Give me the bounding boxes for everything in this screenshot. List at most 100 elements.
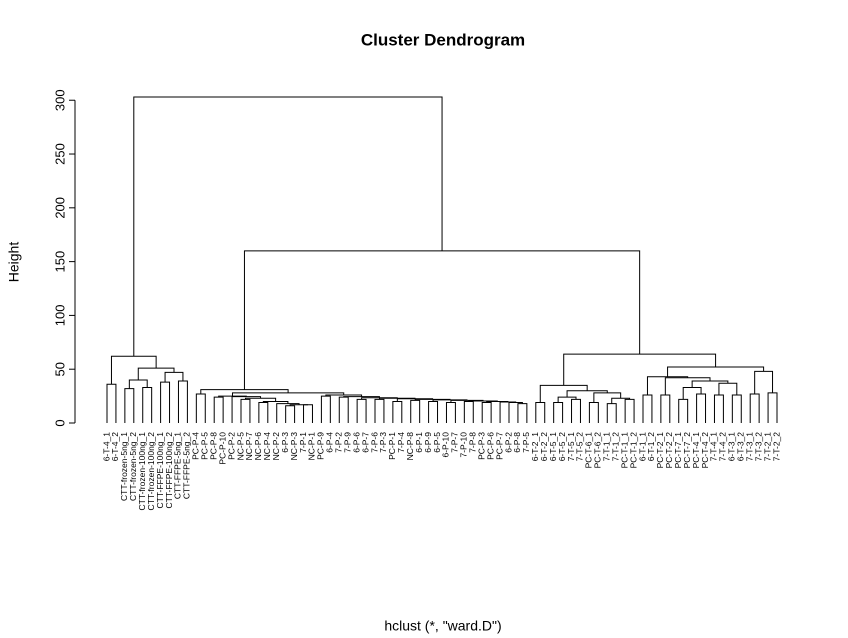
leaf-label: 7-T-4_2 bbox=[718, 432, 728, 462]
leaf-label: 7-P-1 bbox=[298, 432, 308, 453]
merge bbox=[508, 402, 523, 423]
merge bbox=[289, 404, 308, 406]
leaf-label: PC-P-10 bbox=[217, 432, 227, 465]
leaf-label: CTT-FFPE-100ng_2 bbox=[164, 432, 174, 509]
leaf-label: 6-T-4_1 bbox=[101, 432, 111, 462]
leaf-label: NC-P-8 bbox=[405, 432, 415, 461]
merge bbox=[320, 395, 331, 423]
leaf-label: 6-P-7 bbox=[360, 432, 370, 453]
y-tick-label: 100 bbox=[52, 305, 67, 327]
merge bbox=[106, 383, 117, 423]
leaf-label: PC-P-4 bbox=[191, 432, 201, 460]
merge bbox=[553, 402, 564, 423]
leaf-label: NC-P-3 bbox=[289, 432, 299, 461]
chart-title: Cluster Dendrogram bbox=[361, 30, 525, 49]
leaf-label: 6-T-4_2 bbox=[110, 432, 120, 462]
merge bbox=[767, 392, 778, 423]
merge bbox=[588, 402, 599, 423]
leaf-label: PC-P-6 bbox=[485, 432, 495, 460]
merge bbox=[481, 402, 492, 423]
leaf-label: 6-P-9 bbox=[423, 432, 433, 453]
merge bbox=[563, 353, 717, 386]
leaf-label: 6-T-2_1 bbox=[530, 432, 540, 462]
leaf-label: CTT-FFPE-5ng_2 bbox=[182, 432, 192, 499]
y-axis-label: Height bbox=[6, 242, 22, 283]
merge bbox=[142, 386, 153, 423]
leaf-label: PC-P-5 bbox=[200, 432, 210, 460]
merge bbox=[177, 380, 188, 423]
merge bbox=[749, 393, 760, 423]
leaf-label: 6-P-2 bbox=[503, 432, 513, 453]
merge bbox=[664, 377, 711, 396]
y-tick-label: 50 bbox=[52, 362, 67, 376]
merge bbox=[682, 386, 702, 400]
y-tick-label: 150 bbox=[52, 251, 67, 273]
leaf-label: 7-P-4 bbox=[396, 432, 406, 453]
leaf-label: CTT-FFPE-5ng_1 bbox=[173, 432, 183, 499]
leaf-label: 6-T-5_1 bbox=[548, 432, 558, 462]
leaf-label: PC-T-2_2 bbox=[664, 432, 674, 469]
leaf-label: 6-T-2_2 bbox=[539, 432, 549, 462]
leaf-label: NC-P-5 bbox=[235, 432, 245, 461]
merge bbox=[731, 394, 742, 423]
merge bbox=[486, 400, 509, 403]
leaf-label: 6-T-3_2 bbox=[736, 432, 746, 462]
leaf-label: 7-P-5 bbox=[521, 432, 531, 453]
merge bbox=[691, 380, 729, 388]
merge bbox=[137, 367, 175, 380]
leaf-label: 7-P-10 bbox=[459, 432, 469, 458]
merge bbox=[160, 381, 171, 423]
merge bbox=[374, 398, 385, 423]
merge bbox=[285, 405, 296, 423]
merge bbox=[133, 96, 443, 357]
merge bbox=[392, 400, 403, 423]
leaf-label: NC-P-6 bbox=[253, 432, 263, 461]
merge bbox=[303, 404, 313, 423]
leaf-label: 7-P-7 bbox=[450, 432, 460, 453]
leaf-label: PC-T-1_1 bbox=[619, 432, 629, 469]
merge bbox=[606, 403, 617, 423]
leaf-label: PC-P-1 bbox=[387, 432, 397, 460]
leaf-label: 6-P-8 bbox=[512, 432, 522, 453]
leaf-label: 6-P-1 bbox=[414, 432, 424, 453]
x-axis-label: hclust (*, "ward.D") bbox=[384, 618, 501, 634]
merge bbox=[240, 398, 251, 423]
leaf-label: 7-P-6 bbox=[369, 432, 379, 453]
y-tick-label: 300 bbox=[52, 89, 67, 111]
leaf-label: CTT-FFPE-100ng_1 bbox=[155, 432, 165, 509]
merge bbox=[124, 388, 135, 423]
merge bbox=[566, 390, 608, 398]
merge bbox=[624, 398, 635, 423]
merge bbox=[276, 403, 300, 423]
merge bbox=[243, 250, 641, 390]
merge bbox=[754, 370, 774, 394]
merge bbox=[262, 400, 289, 404]
y-tick-label: 0 bbox=[52, 419, 67, 426]
leaf-label: 7-T-3_2 bbox=[753, 432, 763, 462]
leaf-label: 7-T-2_2 bbox=[771, 432, 781, 462]
merge bbox=[646, 376, 689, 396]
merge bbox=[258, 402, 269, 423]
leaf-label: 7-T-5_1 bbox=[566, 432, 576, 462]
leaf-label: 6-P-4 bbox=[325, 432, 335, 453]
leaf-label: 7-P-8 bbox=[468, 432, 478, 453]
leaf-label: CTT-frozen-100ng_2 bbox=[146, 432, 156, 511]
leaf-label: PC-T-6_2 bbox=[593, 432, 603, 469]
merge bbox=[213, 396, 224, 423]
merge bbox=[660, 394, 671, 423]
merge bbox=[231, 392, 345, 397]
merge bbox=[356, 398, 367, 423]
merge bbox=[195, 393, 206, 423]
merge bbox=[410, 399, 421, 423]
leaf-label: NC-P-7 bbox=[244, 432, 254, 461]
merge bbox=[445, 402, 456, 423]
leaf-label: 6-T-5_2 bbox=[557, 432, 567, 462]
leaf-label: PC-T-1_2 bbox=[628, 432, 638, 469]
leaf-label: 7-T-1_1 bbox=[602, 432, 612, 462]
merge bbox=[718, 382, 738, 396]
leaf-label: 6-P-6 bbox=[351, 432, 361, 453]
leaf-label: PC-T-6_1 bbox=[584, 432, 594, 469]
merge bbox=[432, 399, 468, 402]
leaf-label: 6-P-5 bbox=[432, 432, 442, 453]
